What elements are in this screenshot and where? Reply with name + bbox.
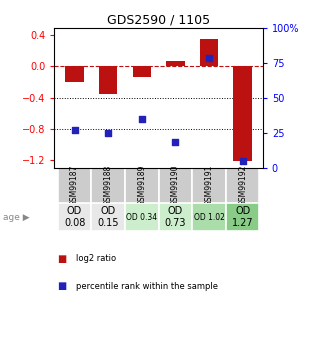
Text: GSM99191: GSM99191: [205, 165, 214, 206]
Text: OD 1.02: OD 1.02: [193, 213, 225, 221]
Text: GSM99192: GSM99192: [238, 165, 247, 206]
Text: OD
1.27: OD 1.27: [232, 206, 253, 228]
Point: [72, 127, 77, 132]
Text: OD
0.73: OD 0.73: [165, 206, 186, 228]
Bar: [226, 203, 259, 231]
Bar: [91, 168, 125, 203]
Point: [207, 56, 211, 61]
Bar: [166, 61, 185, 67]
Bar: [233, 67, 252, 161]
Text: ■: ■: [58, 282, 67, 291]
Bar: [125, 203, 159, 231]
Text: log2 ratio: log2 ratio: [76, 254, 116, 263]
Bar: [99, 67, 118, 94]
Bar: [65, 67, 84, 82]
Text: OD
0.15: OD 0.15: [97, 206, 119, 228]
Bar: [58, 168, 91, 203]
Point: [106, 130, 111, 135]
Bar: [91, 203, 125, 231]
Text: GSM99190: GSM99190: [171, 165, 180, 206]
Bar: [58, 203, 91, 231]
Bar: [125, 168, 159, 203]
Point: [173, 140, 178, 145]
Text: percentile rank within the sample: percentile rank within the sample: [76, 282, 218, 291]
Bar: [200, 39, 218, 67]
Bar: [159, 168, 192, 203]
Text: GSM99187: GSM99187: [70, 165, 79, 206]
Point: [240, 158, 245, 163]
Title: GDS2590 / 1105: GDS2590 / 1105: [107, 13, 210, 27]
Text: GSM99188: GSM99188: [104, 165, 113, 206]
Text: GSM99189: GSM99189: [137, 165, 146, 206]
Bar: [192, 168, 226, 203]
Bar: [159, 203, 192, 231]
Bar: [226, 168, 259, 203]
Text: OD 0.34: OD 0.34: [126, 213, 157, 221]
Text: ■: ■: [58, 254, 67, 264]
Bar: [132, 67, 151, 77]
Text: age ▶: age ▶: [3, 213, 30, 221]
Bar: [192, 203, 226, 231]
Text: OD
0.08: OD 0.08: [64, 206, 85, 228]
Point: [139, 116, 144, 121]
